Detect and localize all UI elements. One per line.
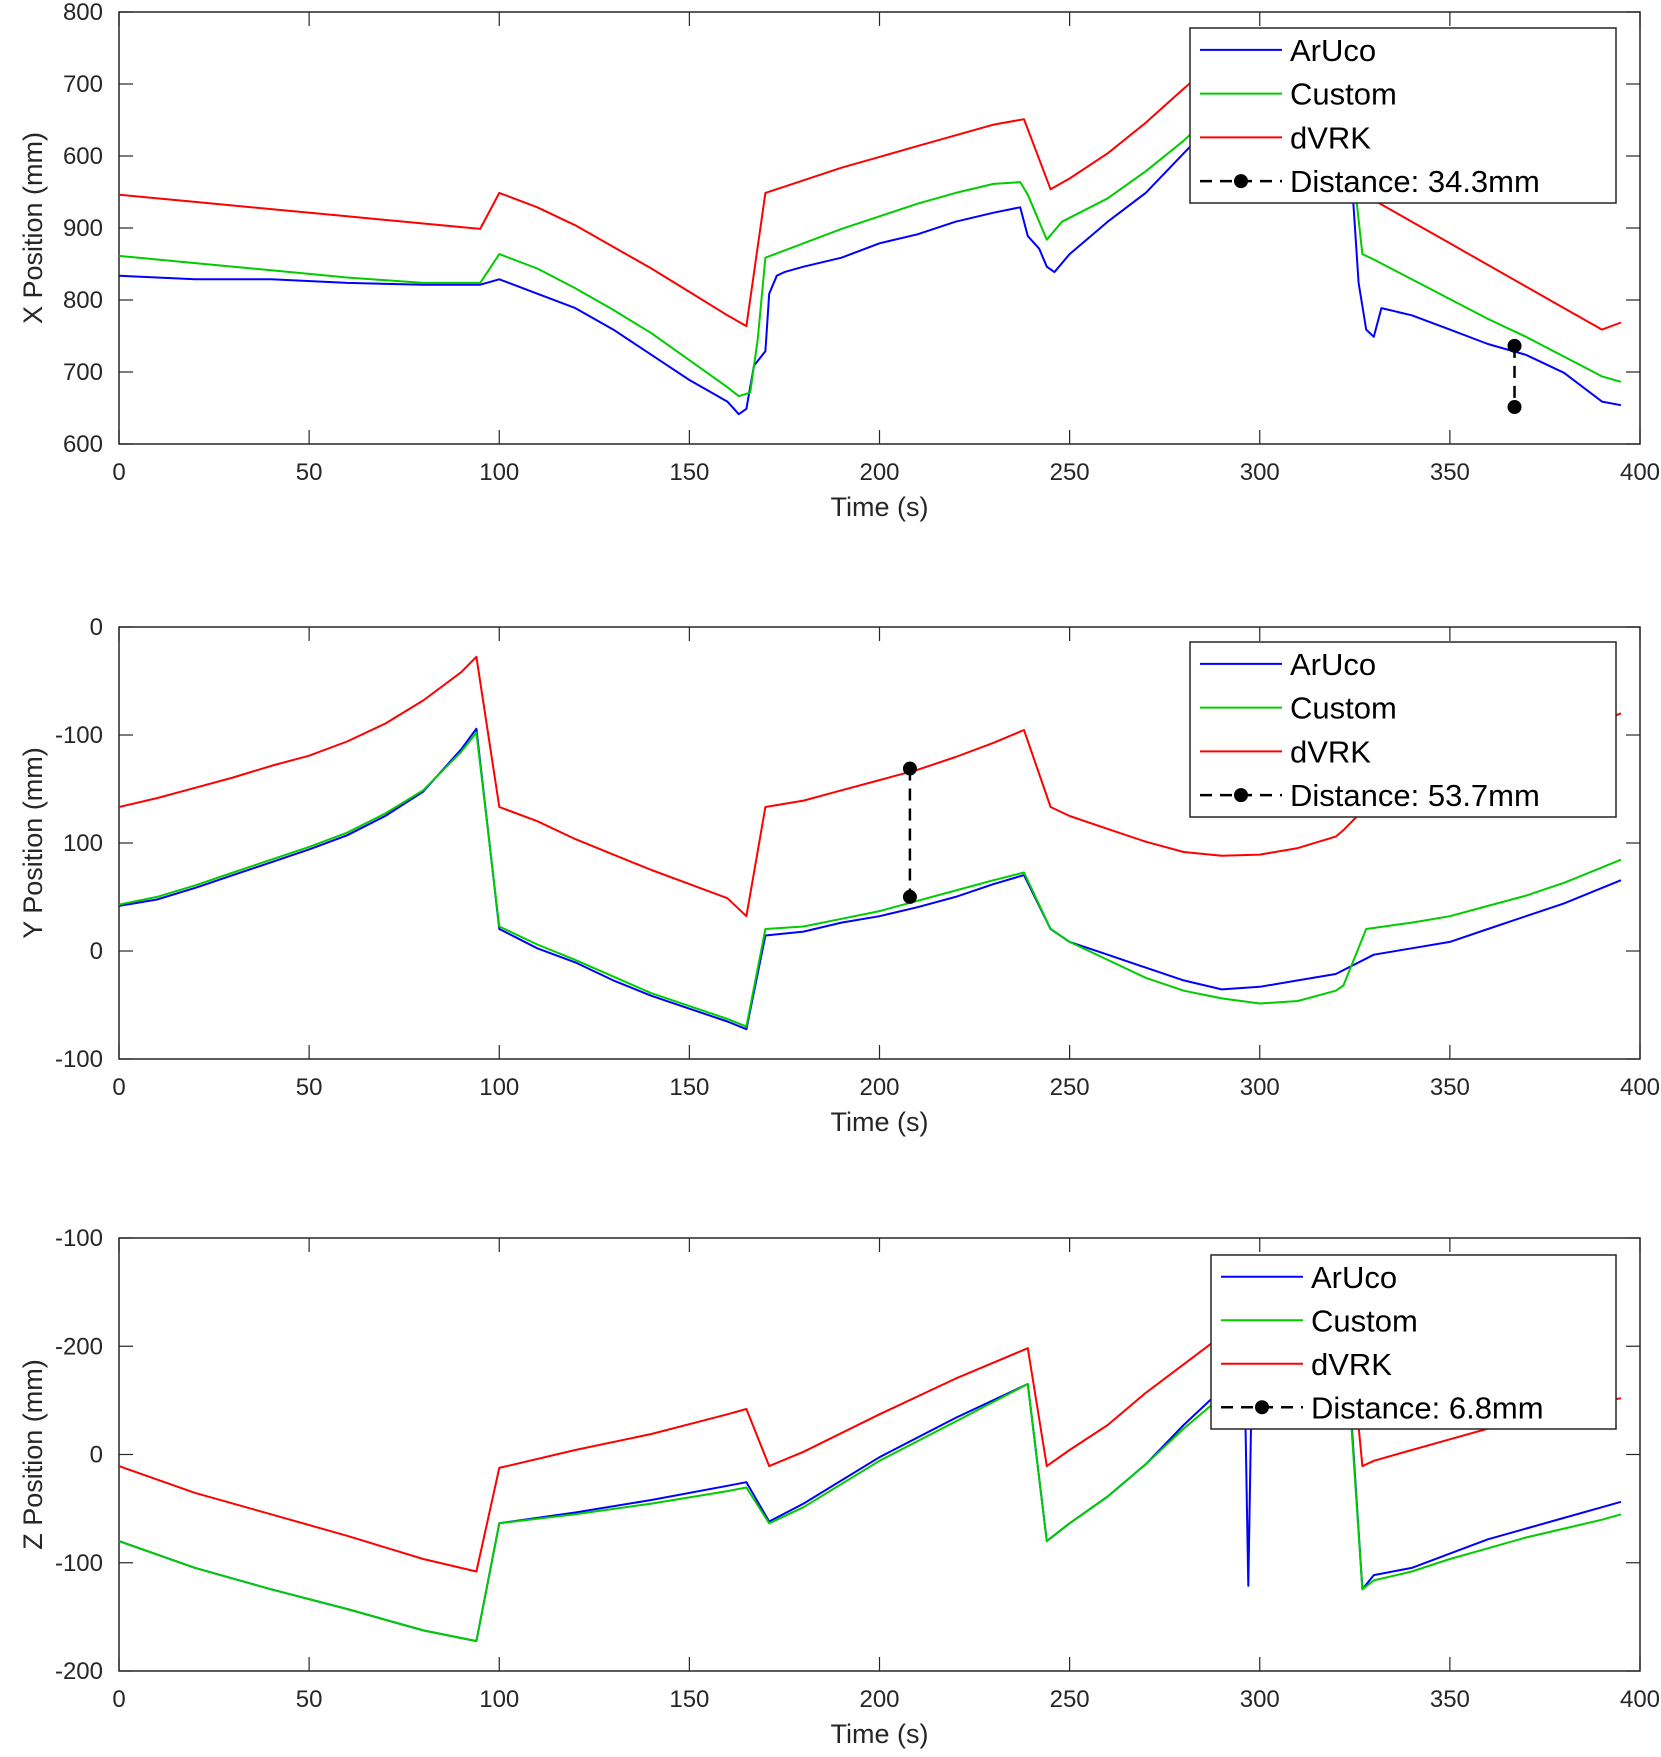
y-axis-label: Z Position (mm) <box>18 1359 48 1550</box>
legend: ArUco Custom dVRK Distance: 6.8mm <box>1210 1254 1617 1430</box>
x-tick-label: 300 <box>1240 459 1280 486</box>
y-tick-label: 700 <box>63 359 103 386</box>
series-line-custom <box>119 731 1622 1028</box>
legend-swatch-distance-dot <box>1234 788 1248 803</box>
x-tick-label: 50 <box>296 1074 323 1101</box>
x-tick-label: 350 <box>1430 1074 1470 1101</box>
legend: ArUco Custom dVRK Distance: 34.3mm <box>1189 27 1617 204</box>
x-tick-label: 300 <box>1240 1074 1280 1101</box>
legend-entry: Distance: 34.3mm <box>1290 164 1540 199</box>
legend-entry: Custom <box>1290 77 1397 112</box>
legend-entry: Distance: 6.8mm <box>1311 1390 1544 1425</box>
y-tick-label: 0 <box>90 614 103 641</box>
legend-entry: dVRK <box>1290 734 1371 769</box>
y-tick-label: -100 <box>55 722 103 749</box>
y-tick-label: -200 <box>55 1658 103 1685</box>
x-tick-label: 100 <box>479 1074 519 1101</box>
x-tick-label: 0 <box>112 459 125 486</box>
legend-box <box>1189 27 1617 204</box>
legend-entry: ArUco <box>1311 1260 1397 1295</box>
y-axis-label: Y Position (mm) <box>18 747 48 939</box>
y-tick-label: 0 <box>90 1442 103 1469</box>
legend-entry: Distance: 53.7mm <box>1290 778 1540 813</box>
x-tick-label: 100 <box>479 1686 519 1713</box>
distance-point <box>1507 400 1522 415</box>
y-tick-label: -200 <box>55 1333 103 1360</box>
x-axis-label: Time (s) <box>831 1719 929 1749</box>
y-tick-label: 800 <box>63 0 103 26</box>
legend: ArUco Custom dVRK Distance: 53.7mm <box>1189 641 1617 818</box>
x-tick-label: 100 <box>479 459 519 486</box>
y-tick-label: -100 <box>55 1550 103 1577</box>
y-axis-label: X Position (mm) <box>18 132 48 324</box>
x-tick-label: 200 <box>859 459 899 486</box>
x-tick-label: 200 <box>859 1074 899 1101</box>
x-tick-label: 400 <box>1620 459 1660 486</box>
y-tick-label: 600 <box>63 431 103 458</box>
legend-entry: Custom <box>1311 1303 1418 1338</box>
x-tick-label: 400 <box>1620 1686 1660 1713</box>
legend-entry: dVRK <box>1290 120 1371 155</box>
x-tick-label: 350 <box>1430 459 1470 486</box>
series-line-custom <box>119 76 1622 398</box>
y-tick-label: 700 <box>63 71 103 98</box>
distance-point <box>902 889 917 904</box>
x-tick-label: 50 <box>296 1686 323 1713</box>
legend-swatch-distance-dot <box>1255 1400 1269 1415</box>
x-tick-label: 250 <box>1050 1074 1090 1101</box>
y-tick-label: 100 <box>63 830 103 857</box>
x-tick-label: 150 <box>669 1686 709 1713</box>
x-tick-label: 250 <box>1050 1686 1090 1713</box>
x-tick-label: 250 <box>1050 459 1090 486</box>
y-tick-label: -100 <box>55 1225 103 1252</box>
distance-point <box>1507 338 1522 353</box>
x-tick-label: 0 <box>112 1686 125 1713</box>
legend-box <box>1189 641 1617 818</box>
y-tick-label: -100 <box>55 1046 103 1073</box>
x-tick-label: 200 <box>859 1686 899 1713</box>
distance-point <box>902 761 917 776</box>
x-tick-label: 300 <box>1240 1686 1280 1713</box>
series-line-dvrk <box>119 1266 1622 1573</box>
series-line-custom <box>119 1306 1622 1643</box>
subplot-3: -200 -100 0 -200 -100 0 50 100 150 200 250 300 350 40… <box>18 1225 1660 1749</box>
legend-entry: ArUco <box>1290 33 1376 68</box>
series-line-dvrk <box>119 40 1622 331</box>
x-axis-label: Time (s) <box>831 1107 929 1137</box>
x-tick-label: 150 <box>669 459 709 486</box>
subplot-2: -100 0 100 -100 0 0 50 100 150 200 250 300 350 400 Tim… <box>18 614 1660 1137</box>
y-tick-label: 600 <box>63 143 103 170</box>
x-tick-label: 50 <box>296 459 323 486</box>
series-line-aruco <box>119 76 1622 416</box>
x-tick-label: 400 <box>1620 1074 1660 1101</box>
legend-box <box>1210 1254 1617 1430</box>
y-tick-label: 800 <box>63 287 103 314</box>
legend-entry: ArUco <box>1290 647 1376 682</box>
x-tick-label: 150 <box>669 1074 709 1101</box>
legend-entry: dVRK <box>1311 1347 1392 1382</box>
x-tick-label: 350 <box>1430 1686 1470 1713</box>
x-axis-label: Time (s) <box>831 492 929 522</box>
subplot-1: 600 700 800 900 600 700 800 0 50 100 150 200 250 300 3… <box>18 0 1660 522</box>
y-tick-label: 0 <box>90 938 103 965</box>
legend-swatch-distance-dot <box>1234 174 1248 189</box>
x-tick-label: 0 <box>112 1074 125 1101</box>
series-line-aruco <box>119 727 1622 1031</box>
legend-entry: Custom <box>1290 691 1397 726</box>
y-tick-label: 900 <box>63 215 103 242</box>
